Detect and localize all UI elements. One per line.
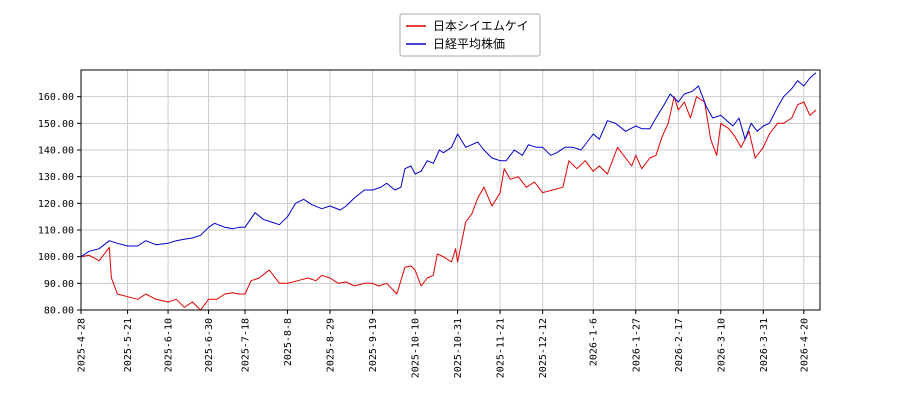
x-tick-label: 2025-9-19 <box>368 318 379 372</box>
x-tick-label: 2026-1-27 <box>631 318 642 372</box>
x-tick-label: 2025-11-21 <box>496 318 507 378</box>
x-tick-label: 2026-3-31 <box>759 318 770 372</box>
y-tick-label: 150.00 <box>38 119 74 130</box>
y-tick-label: 130.00 <box>38 172 74 183</box>
series-line-2 <box>80 72 817 258</box>
x-tick-label: 2025-10-31 <box>453 318 464 378</box>
x-tick-label: 2025-6-30 <box>204 318 215 372</box>
x-tick-label: 2026-1-6 <box>589 318 600 366</box>
legend-label: 日経平均株価 <box>433 36 505 51</box>
x-tick-label: 2025-10-10 <box>411 318 422 378</box>
y-axis: 80.00 90.00 100.00 110.00 120.00 130.00 140.00… <box>38 92 81 317</box>
y-tick-label: 120.00 <box>38 199 74 210</box>
x-tick-label: 2026-3-10 <box>716 318 727 372</box>
x-tick-label: 2025-12-12 <box>538 318 549 378</box>
y-tick-label: 90.00 <box>44 279 74 290</box>
y-tick-label: 110.00 <box>38 226 74 237</box>
x-tick-label: 2025-6-10 <box>164 318 175 372</box>
series-lines <box>80 72 817 311</box>
x-tick-label: 2026-2-17 <box>674 318 685 372</box>
x-axis: 2025-4-28 2025-5-21 2025-6-10 2025-6-30 2025… <box>77 310 810 378</box>
legend-box <box>399 13 541 57</box>
y-tick-label: 160.00 <box>38 92 74 103</box>
grid <box>80 70 820 311</box>
y-tick-label: 80.00 <box>44 306 74 317</box>
x-tick-label: 2025-4-28 <box>77 318 88 372</box>
plot-frame <box>80 69 821 311</box>
y-tick-label: 100.00 <box>38 252 74 263</box>
x-tick-label: 2025-7-18 <box>240 318 251 372</box>
x-tick-label: 2025-5-21 <box>123 318 134 372</box>
y-tick-label: 140.00 <box>38 146 74 157</box>
x-tick-label: 2026-4-20 <box>799 318 810 372</box>
x-tick-label: 2025-8-29 <box>326 318 337 372</box>
x-tick-label: 2025-8-8 <box>283 318 294 366</box>
legend-label: 日本シイエムケイ <box>433 19 529 33</box>
series-line-1 <box>80 96 817 311</box>
